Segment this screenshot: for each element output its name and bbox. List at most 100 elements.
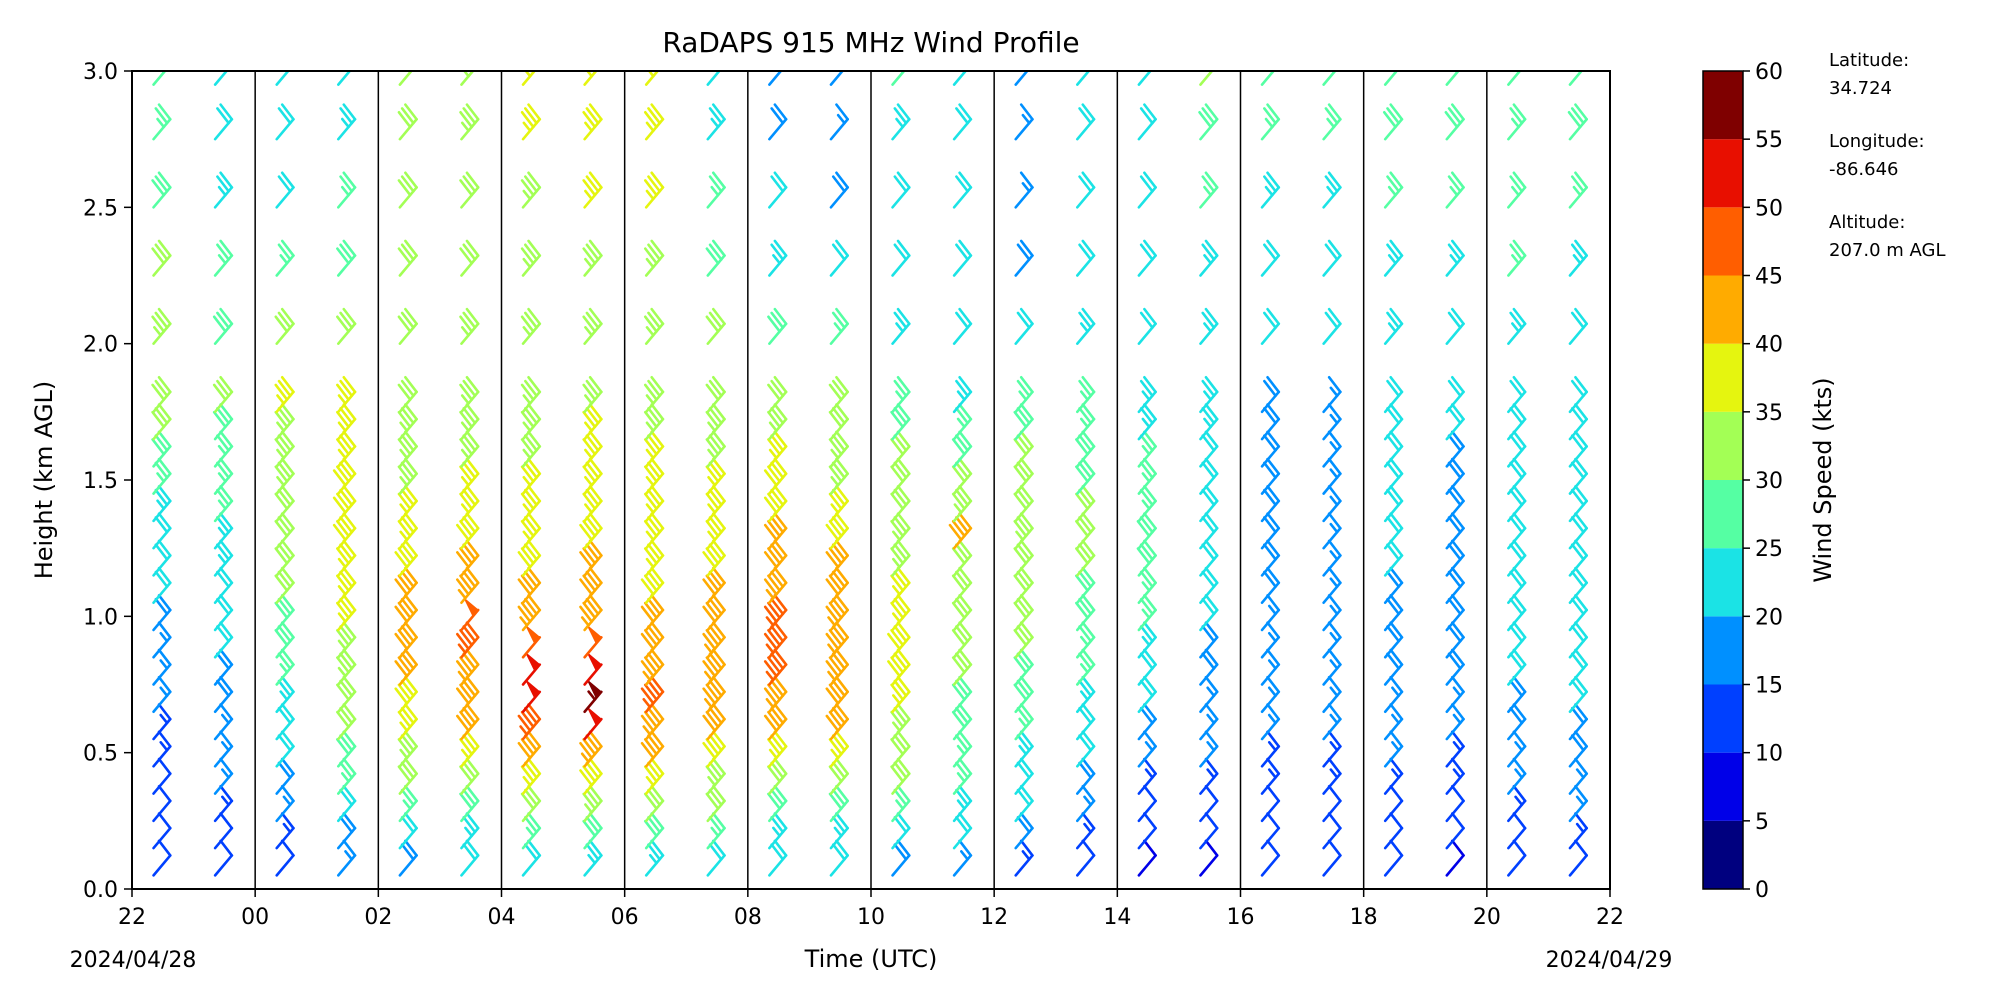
- wind-barb: [828, 757, 849, 795]
- wind-barb: [1260, 403, 1281, 441]
- wind-barb: [1445, 512, 1465, 550]
- x-tick-label: 22: [1596, 905, 1624, 930]
- wind-barb: [1445, 71, 1460, 86]
- wind-barb: [1137, 171, 1157, 209]
- wind-barb: [1013, 403, 1034, 441]
- wind-barb: [643, 485, 665, 523]
- wind-barb: [520, 239, 542, 277]
- wind-barb: [1014, 71, 1029, 86]
- wind-barb: [1383, 375, 1404, 414]
- wind-barb: [213, 594, 234, 632]
- colorbar-segment: [1703, 752, 1743, 821]
- wind-barb: [1076, 648, 1096, 686]
- wind-barb: [705, 512, 726, 550]
- wind-barb: [1260, 812, 1281, 850]
- wind-barb: [151, 430, 172, 468]
- wind-barb: [1322, 675, 1342, 714]
- wind-barb: [213, 730, 234, 768]
- wind-barb: [1322, 594, 1342, 632]
- wind-barb: [394, 594, 418, 632]
- wind-barb: [583, 679, 603, 714]
- wind-barb: [1076, 71, 1091, 86]
- wind-barb: [1383, 307, 1404, 345]
- wind-barb: [643, 239, 665, 277]
- wind-barb: [951, 485, 973, 523]
- wind-barb: [891, 239, 911, 277]
- wind-barb: [274, 566, 295, 605]
- wind-barb: [1507, 730, 1527, 768]
- wind-barb: [520, 103, 542, 141]
- wind-barb: [643, 103, 665, 141]
- wind-barb: [1013, 512, 1034, 550]
- colorbar-tick-label: 30: [1755, 469, 1783, 494]
- wind-barb: [1076, 171, 1096, 209]
- wind-barb: [890, 730, 911, 768]
- wind-barb: [517, 539, 542, 577]
- wind-barb: [1260, 621, 1281, 659]
- x-tick-label: 02: [364, 905, 392, 930]
- wind-barb: [212, 307, 234, 345]
- wind-barb: [275, 648, 295, 686]
- wind-barb: [521, 652, 542, 686]
- wind-barb: [1199, 485, 1219, 523]
- wind-barb: [1199, 71, 1214, 86]
- wind-barb: [705, 403, 726, 441]
- wind-barb: [1260, 430, 1281, 468]
- wind-barb: [1199, 512, 1219, 550]
- wind-barb: [1137, 839, 1157, 877]
- wind-barb: [1137, 784, 1157, 823]
- wind-barb: [152, 784, 172, 823]
- wind-barb: [829, 171, 849, 209]
- end-date-label: 2024/04/29: [1546, 948, 1673, 973]
- site-info: Latitude: 34.724 Longitude: -86.646 Alti…: [1829, 50, 1945, 261]
- wind-barb: [643, 430, 665, 468]
- wind-barb: [1260, 757, 1281, 795]
- wind-barb: [152, 566, 172, 605]
- wind-barb: [1199, 784, 1219, 823]
- wind-barb: [829, 839, 849, 877]
- wind-barb: [825, 539, 849, 577]
- wind-barb: [1199, 621, 1219, 659]
- colorbar-tick-label: 40: [1755, 333, 1783, 358]
- wind-barb: [952, 307, 973, 345]
- wind-barb: [517, 730, 542, 768]
- wind-barb: [1507, 375, 1527, 414]
- wind-barb: [397, 730, 418, 768]
- wind-barb: [1507, 307, 1527, 345]
- wind-barb: [702, 539, 726, 577]
- x-axis-label: Time (UTC): [804, 945, 938, 973]
- wind-barb: [1260, 730, 1281, 768]
- wind-barb: [951, 621, 973, 659]
- wind-barb: [151, 307, 172, 345]
- wind-barb: [1260, 594, 1281, 632]
- x-tick-label: 06: [611, 905, 639, 930]
- wind-barb: [1568, 621, 1588, 659]
- wind-barb: [702, 566, 726, 605]
- wind-barb: [952, 103, 973, 141]
- wind-barb: [1014, 103, 1034, 141]
- wind-barb: [1383, 594, 1404, 632]
- wind-barb: [213, 784, 234, 823]
- wind-barb: [275, 675, 295, 714]
- wind-barb: [1382, 103, 1404, 141]
- wind-barb: [890, 566, 911, 605]
- wind-barb: [702, 703, 726, 741]
- colorbar-segment: [1703, 616, 1743, 685]
- wind-barb: [1260, 375, 1281, 414]
- wind-barb: [1383, 485, 1404, 523]
- wind-barb: [521, 839, 542, 877]
- wind-barb: [1137, 71, 1153, 86]
- wind-barb: [1137, 757, 1157, 795]
- wind-barb: [763, 512, 788, 550]
- wind-barb: [767, 784, 788, 823]
- wind-barb: [763, 594, 788, 632]
- y-axis-label: Height (km AGL): [30, 381, 58, 580]
- wind-barb: [1075, 485, 1096, 523]
- wind-barb: [398, 784, 418, 823]
- wind-barb: [397, 239, 418, 277]
- wind-barb: [1322, 103, 1342, 141]
- wind-barb: [952, 839, 973, 877]
- wind-barb: [275, 239, 295, 277]
- wind-barb: [397, 403, 418, 441]
- wind-barb: [1199, 594, 1219, 632]
